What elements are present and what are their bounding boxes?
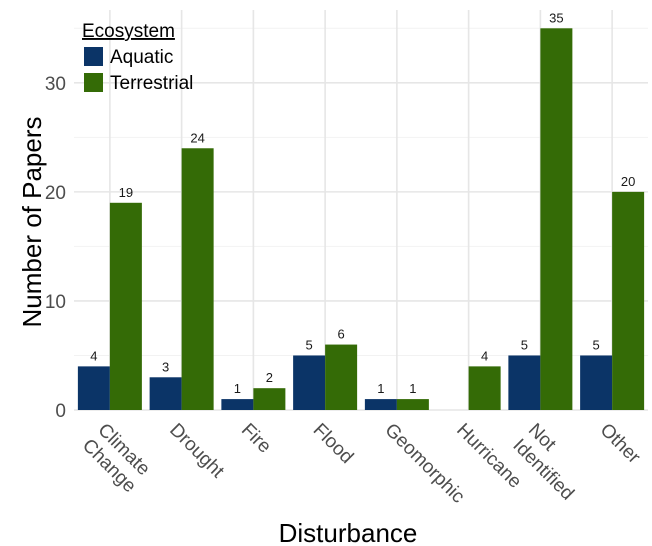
- legend-label-terrestrial: Terrestrial: [110, 73, 193, 94]
- x-axis-title: Disturbance: [279, 518, 418, 546]
- bar-value-label: 24: [190, 130, 204, 145]
- bar-value-label: 6: [338, 327, 345, 342]
- x-tick-label: Fire: [237, 420, 275, 458]
- bars: [77, 28, 645, 411]
- gridlines: [74, 10, 648, 411]
- x-tick-label-line: Hurricane: [452, 420, 525, 493]
- x-tick-label-line: Fire: [237, 420, 275, 458]
- legend-swatch-terrestrial: [84, 73, 103, 92]
- bar-aquatic: [293, 355, 326, 410]
- bar-value-label: 5: [593, 337, 600, 352]
- legend: Ecosystem Aquatic Terrestrial: [82, 21, 193, 94]
- bar-terrestrial: [540, 28, 573, 411]
- x-tick-label: Flood: [309, 420, 357, 468]
- legend-title: Ecosystem: [82, 21, 175, 42]
- bar-value-label: 4: [481, 348, 488, 363]
- bar-value-label: 1: [377, 381, 384, 396]
- x-tick-label: Hurricane: [452, 420, 525, 493]
- y-tick-label: 0: [55, 401, 66, 422]
- bar-value-label: 5: [521, 337, 528, 352]
- bar-value-label: 35: [549, 10, 563, 25]
- x-tick-label: Drought: [165, 420, 228, 483]
- bar-terrestrial: [109, 202, 142, 410]
- x-tick-label-line: Drought: [165, 420, 228, 483]
- bar-aquatic: [149, 377, 182, 410]
- bar-aquatic: [508, 355, 541, 410]
- bar-value-label: 5: [306, 337, 313, 352]
- bar-labels: 4 19 3 24 1 2 5 6 1 1 4 5 35 5 20: [90, 10, 635, 396]
- bar-value-label: 19: [119, 185, 133, 200]
- bar-value-label: 4: [90, 348, 97, 363]
- legend-label-aquatic: Aquatic: [110, 47, 173, 68]
- bar-terrestrial: [612, 191, 645, 410]
- bar-terrestrial: [396, 399, 429, 410]
- y-tick-label: 20: [45, 183, 66, 204]
- bar-value-label: 2: [266, 370, 273, 385]
- legend-swatch-aquatic: [84, 47, 103, 66]
- x-tick-label-line: Flood: [309, 420, 357, 468]
- bar-aquatic: [580, 355, 613, 410]
- y-tick-label: 30: [45, 74, 66, 95]
- bar-value-label: 20: [621, 174, 635, 189]
- bar-aquatic: [364, 399, 397, 410]
- bar-value-label: 3: [162, 359, 169, 374]
- bar-terrestrial: [253, 388, 286, 410]
- bar-terrestrial: [181, 148, 214, 410]
- bar-aquatic: [221, 399, 254, 410]
- y-tick-label: 10: [45, 292, 66, 313]
- bar-terrestrial: [468, 366, 501, 410]
- x-tick-label-line: Other: [596, 420, 645, 469]
- bar-aquatic: [77, 366, 110, 410]
- bar-value-label: 1: [234, 381, 241, 396]
- y-axis-title: Number of Papers: [17, 117, 47, 328]
- bar-terrestrial: [325, 344, 358, 410]
- x-tick-label: Other: [596, 420, 645, 469]
- bar-value-label: 1: [409, 381, 416, 396]
- y-axis-ticks: 0 10 20 30: [45, 74, 66, 422]
